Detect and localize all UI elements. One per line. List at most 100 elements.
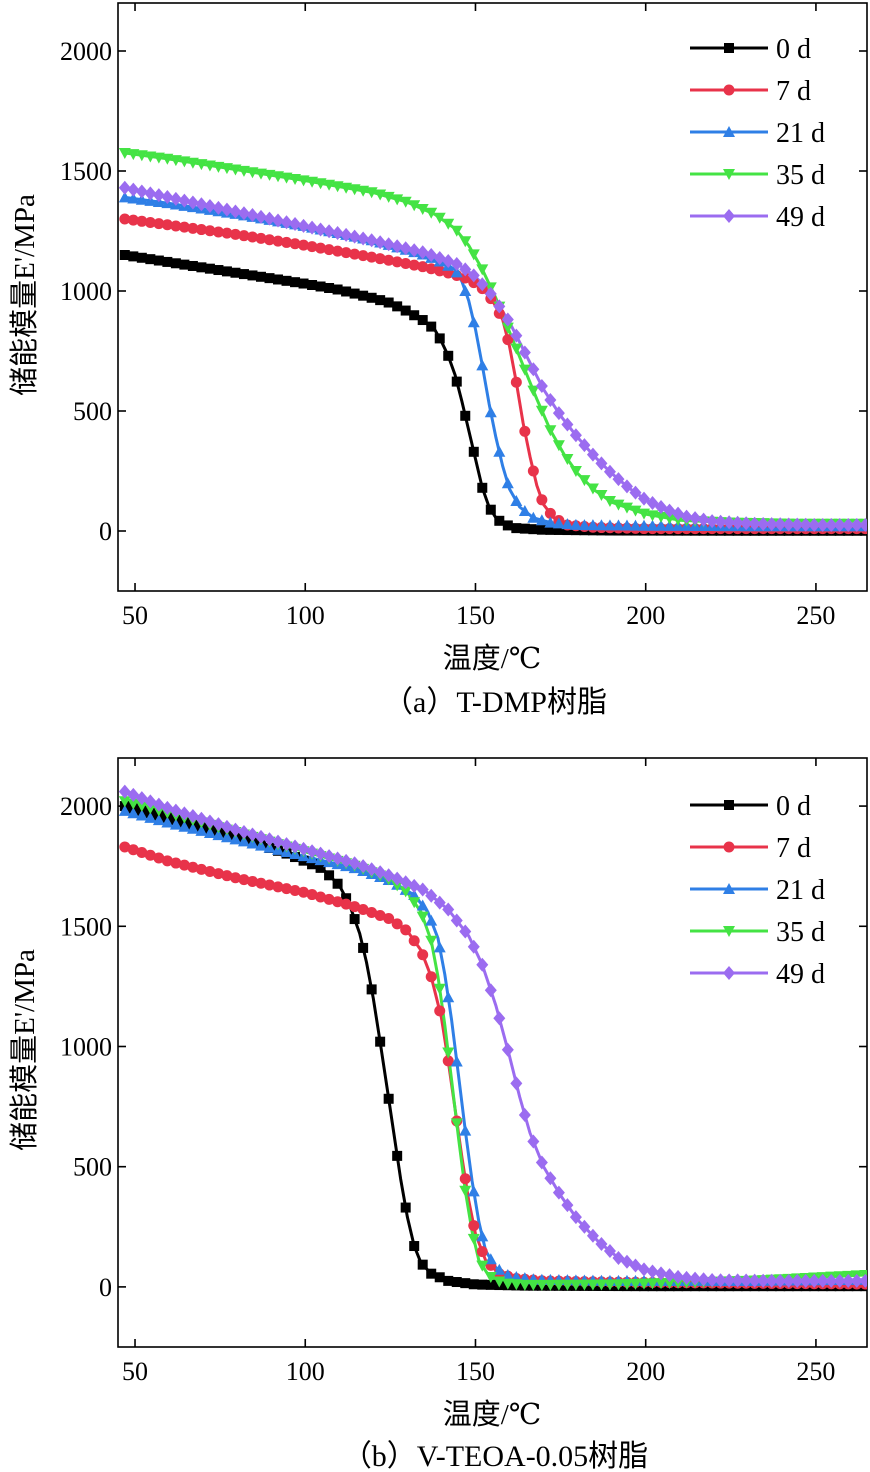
- x-tick-label: 150: [456, 601, 495, 630]
- series-0d-marker: [451, 1277, 462, 1288]
- series-7d-marker: [204, 225, 216, 237]
- series-7d-marker: [119, 841, 131, 853]
- series-49d-marker: [791, 1273, 804, 1288]
- series-49d-marker: [689, 1271, 702, 1286]
- series-35d-marker: [408, 200, 421, 212]
- series-35d-marker: [306, 176, 319, 188]
- series-0d-marker: [290, 277, 301, 288]
- series-7d-marker: [127, 844, 139, 856]
- series-21d-marker: [476, 359, 489, 371]
- series-0d-marker: [383, 297, 394, 308]
- series-21d-marker: [612, 519, 625, 531]
- series-0d-marker: [349, 914, 360, 925]
- series-21d-marker: [518, 505, 531, 517]
- series-49d-marker: [212, 817, 225, 832]
- series-49d-marker: [195, 197, 208, 212]
- series-0d-marker: [434, 1272, 445, 1283]
- series-7d-marker: [476, 1246, 488, 1258]
- series-49d-marker: [467, 268, 480, 283]
- series-49d-marker: [782, 517, 795, 532]
- series-49d-marker: [203, 199, 216, 214]
- series-35d-marker: [152, 152, 165, 164]
- series-21d-marker: [484, 406, 497, 418]
- plot-area: [118, 784, 867, 1292]
- series-7d-marker: [255, 877, 267, 889]
- series-35d-marker: [544, 425, 557, 437]
- series-49d-marker: [220, 819, 233, 834]
- series-7d-marker: [332, 245, 344, 257]
- series-49d-marker: [408, 243, 421, 258]
- series-35d-marker: [425, 207, 438, 219]
- series-49d-marker: [493, 299, 506, 314]
- series-0d-marker: [170, 258, 181, 269]
- series-7d-marker: [468, 277, 480, 289]
- series-35d-marker: [348, 184, 361, 196]
- series-49d-marker: [476, 957, 489, 972]
- series-21d-marker: [127, 807, 140, 819]
- series-49d-marker: [672, 1269, 685, 1284]
- series-21d-marker: [544, 516, 557, 528]
- series-35d-marker: [501, 322, 514, 334]
- series-49d-marker: [799, 517, 812, 532]
- series-7d-marker: [127, 214, 139, 226]
- series-21d-marker: [203, 827, 216, 839]
- series-49d-marker: [331, 226, 344, 241]
- series-7d-marker: [323, 244, 335, 256]
- series-21d-marker: [237, 835, 250, 847]
- series-7d-marker: [527, 465, 539, 477]
- series-35d-marker: [408, 897, 421, 909]
- series-35d-marker: [527, 1279, 540, 1291]
- series-0d-marker: [545, 524, 556, 535]
- series-49d-marker: [127, 182, 140, 197]
- series-7d-marker: [544, 507, 556, 519]
- series-0d-marker: [426, 321, 437, 332]
- series-0d-marker: [519, 523, 530, 534]
- series-0d-marker: [417, 1259, 428, 1270]
- series-35d-marker: [561, 1279, 574, 1291]
- series-49d-marker: [220, 202, 233, 217]
- series-21d-marker: [416, 899, 429, 911]
- series-0d-marker: [485, 1279, 496, 1290]
- legend-marker: [723, 883, 735, 894]
- series-49d-marker: [723, 1273, 736, 1288]
- series-0d-marker: [443, 350, 454, 361]
- series-0d-marker: [553, 524, 564, 535]
- y-tick-label: 1000: [60, 1032, 112, 1061]
- y-tick-label: 2000: [60, 37, 112, 66]
- series-0d-marker: [255, 271, 266, 282]
- series-49d-marker: [518, 345, 531, 360]
- series-49d-marker: [467, 939, 480, 954]
- series-49d-marker: [382, 237, 395, 252]
- x-tick-label: 200: [626, 1357, 665, 1386]
- series-21d-marker: [118, 191, 131, 203]
- series-49d-marker: [561, 417, 574, 432]
- y-tick-label: 0: [99, 517, 112, 546]
- series-35d-marker: [612, 499, 625, 511]
- series-7d-marker: [144, 216, 156, 228]
- series-0d-marker: [128, 251, 139, 262]
- series-0d-marker: [400, 305, 411, 316]
- chart-caption: （b）V-TEOA-0.05树脂: [342, 1440, 648, 1472]
- series-7d-marker: [408, 935, 420, 947]
- series-35d-marker: [289, 173, 302, 185]
- legend-marker: [723, 169, 735, 180]
- series-49d-marker: [203, 814, 216, 829]
- series-7d-marker: [136, 846, 148, 858]
- series-49d-marker: [799, 1273, 812, 1288]
- series-35d-marker: [484, 1271, 497, 1283]
- series-21d-marker: [433, 941, 446, 953]
- series-0d-marker: [426, 1268, 437, 1279]
- series-7d-line: [124, 845, 867, 1286]
- series-35d-marker: [663, 1277, 676, 1289]
- series-21d-marker: [595, 519, 608, 531]
- series-49d-marker: [152, 188, 165, 203]
- series-21d-marker: [425, 914, 438, 926]
- series-7d-marker: [212, 868, 224, 880]
- series-49d-marker: [484, 983, 497, 998]
- series-49d-marker: [629, 485, 642, 500]
- series-49d-marker: [527, 362, 540, 377]
- series-7d-marker: [153, 852, 165, 864]
- x-axis-label: 温度/℃: [443, 1398, 542, 1431]
- series-7d-marker: [383, 254, 395, 266]
- series-7d-marker: [417, 261, 429, 273]
